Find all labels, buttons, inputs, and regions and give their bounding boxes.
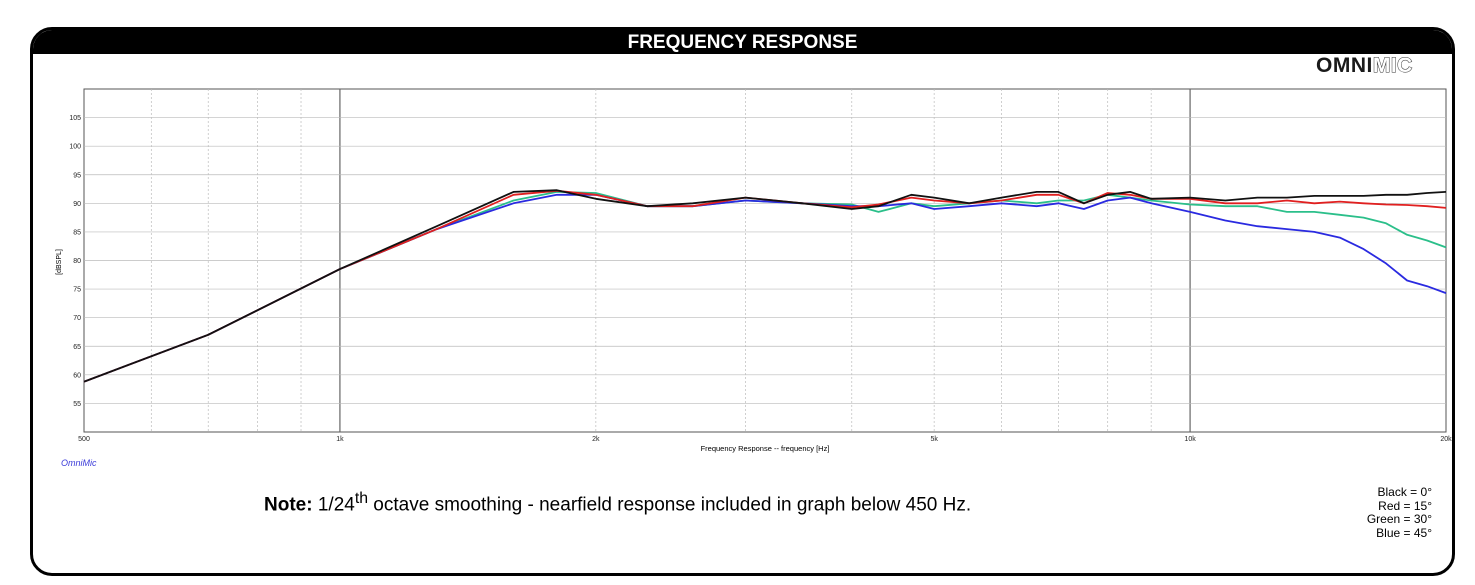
brand-logo: OMNIMIC bbox=[1316, 54, 1413, 78]
y-tick-label: 85 bbox=[73, 229, 81, 236]
legend-item: Black = 0° bbox=[1377, 485, 1433, 499]
x-tick-label: 1k bbox=[336, 436, 344, 443]
y-tick-label: 100 bbox=[69, 144, 81, 151]
series-layer bbox=[83, 189, 1447, 383]
series-line bbox=[83, 189, 1447, 383]
angle-legend: Black = 0° Red = 15° Green = 30° Blue = … bbox=[1366, 485, 1433, 540]
chart-title: FREQUENCY RESPONSE bbox=[33, 30, 1452, 54]
note-pre: 1/24 bbox=[317, 494, 355, 516]
smoothing-note: Note: 1/24th octave smoothing - nearfiel… bbox=[264, 490, 971, 516]
axis-layer: 55 60 65 70 75 80 85 90 95 100 105 500 1k 2k 5k 10k 20k bbox=[69, 115, 1452, 443]
brand-logo-outline: MIC bbox=[1372, 54, 1413, 78]
x-tick-label: 2k bbox=[592, 436, 600, 443]
x-tick-label: 5k bbox=[930, 436, 938, 443]
y-tick-label: 65 bbox=[73, 344, 81, 351]
grid-layer bbox=[83, 88, 1447, 433]
x-tick-label: 10k bbox=[1184, 436, 1196, 443]
legend-item: Red = 15° bbox=[1378, 498, 1432, 513]
brand-logo-bold: OMNI bbox=[1316, 54, 1373, 77]
omnimic-watermark: OmniMic bbox=[61, 458, 97, 468]
y-tick-label: 70 bbox=[73, 315, 81, 322]
y-tick-label: 80 bbox=[73, 258, 81, 265]
x-axis-label: Frequency Response -- frequency [Hz] bbox=[701, 444, 830, 453]
x-tick-label: 20k bbox=[1440, 436, 1452, 443]
y-tick-label: 75 bbox=[73, 287, 81, 294]
y-tick-label: 95 bbox=[73, 172, 81, 179]
note-bold: Note: bbox=[264, 494, 313, 516]
y-tick-label: 90 bbox=[73, 201, 81, 208]
note-post: octave smoothing - nearfield response in… bbox=[368, 494, 972, 516]
note-sup: th bbox=[354, 490, 369, 507]
y-tick-label: 105 bbox=[69, 115, 81, 122]
x-tick-label: 500 bbox=[78, 436, 90, 443]
y-tick-label: 55 bbox=[73, 401, 81, 408]
legend-item: Blue = 45° bbox=[1376, 525, 1432, 540]
series-line bbox=[83, 189, 1447, 383]
y-tick-label: 60 bbox=[73, 372, 81, 379]
legend-item: Green = 30° bbox=[1366, 512, 1432, 526]
y-axis-label: [dBSPL] bbox=[56, 249, 63, 275]
